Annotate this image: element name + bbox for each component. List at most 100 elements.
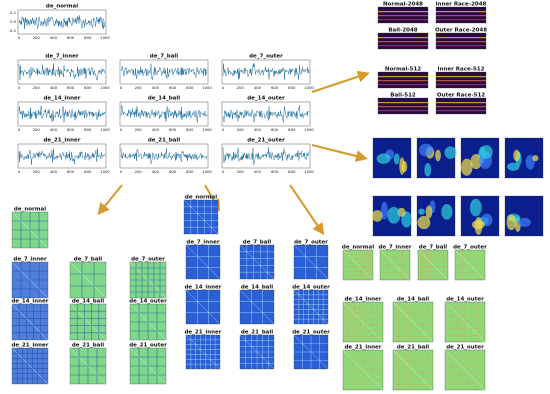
x-tick-label: 600 — [67, 127, 75, 132]
panel-title: de_7_outer — [453, 245, 487, 251]
diagonal — [129, 261, 167, 299]
panel-frame — [17, 9, 107, 35]
diagonal — [11, 261, 49, 299]
panel-title: de_14_outer — [129, 299, 167, 305]
diagonal — [185, 289, 221, 325]
blob — [371, 210, 383, 222]
diagonal — [293, 244, 329, 280]
x-tick-label: 400 — [254, 169, 262, 174]
panel-title: de_21_outer — [129, 343, 167, 349]
blob — [417, 215, 431, 230]
x-tick-label: 200 — [33, 85, 41, 90]
panel-title: de_7_outer — [131, 257, 165, 263]
x-tick-label: 800 — [84, 85, 92, 90]
x-tick-label: 400 — [50, 127, 58, 132]
x-tick-label: 1000 — [202, 169, 212, 174]
x-tick-label: 200 — [237, 85, 245, 90]
x-tick-label: 200 — [33, 169, 41, 174]
blob — [387, 206, 401, 224]
blob — [418, 143, 433, 157]
diagonal — [69, 303, 107, 341]
blob — [441, 204, 453, 220]
band — [436, 15, 486, 17]
panel-title: de_14_ball — [241, 285, 273, 291]
band — [436, 11, 486, 13]
panel-title: de_21_outer — [292, 330, 330, 336]
x-tick-label: 0 — [18, 127, 21, 132]
x-tick-label: 800 — [186, 85, 194, 90]
y-tick-label: 0.0 — [10, 19, 17, 24]
x-tick-label: 1000 — [100, 35, 110, 40]
band — [378, 110, 428, 112]
band — [378, 106, 428, 108]
x-tick-label: 400 — [254, 85, 262, 90]
panel-title: de_14_inner — [185, 285, 222, 291]
x-tick-label: 1000 — [202, 85, 212, 90]
panel-frame — [17, 59, 107, 85]
panel-title: de_21_outer — [446, 345, 484, 351]
blob — [424, 163, 432, 177]
y-tick-label: 0.2 — [10, 10, 17, 15]
x-tick-label: 1000 — [304, 85, 314, 90]
x-tick-label: 400 — [152, 127, 160, 132]
diagonal — [239, 289, 275, 325]
diagonal — [185, 244, 221, 280]
panel-title: de_21_ball — [241, 330, 273, 336]
diagonal — [293, 334, 329, 370]
waveform — [222, 105, 310, 123]
waveform — [18, 148, 106, 165]
diagonal — [239, 334, 275, 370]
panel-title: de_normal — [185, 195, 217, 201]
x-tick-label: 0 — [222, 169, 225, 174]
panel-title: de_normal — [342, 245, 374, 251]
x-tick-label: 600 — [67, 35, 75, 40]
x-tick-label: 1000 — [100, 127, 110, 132]
band — [378, 19, 428, 21]
x-tick-label: 800 — [186, 169, 194, 174]
band — [378, 84, 428, 86]
panel-title: de_normal — [46, 4, 78, 10]
panel-title: de_14_outer — [247, 96, 285, 102]
panel-title: de_14_ball — [397, 297, 429, 303]
panel-title: de_21_inner — [185, 330, 222, 336]
panel-frame — [119, 59, 209, 85]
waveform — [120, 105, 208, 123]
x-tick-label: 1000 — [100, 169, 110, 174]
diagonal — [239, 244, 275, 280]
x-tick-label: 600 — [67, 85, 75, 90]
band — [436, 19, 486, 21]
blob — [513, 149, 521, 162]
diagonal — [444, 301, 486, 343]
x-tick-label: 0 — [120, 169, 123, 174]
panel-title: de_21_ball — [397, 345, 429, 351]
waveform — [120, 63, 208, 80]
waveform — [222, 147, 310, 165]
blob — [506, 162, 520, 171]
panel-title: de_21_inner — [44, 138, 81, 144]
band — [436, 80, 486, 82]
panel-title: de_7_outer — [294, 240, 328, 246]
diagonal — [185, 334, 221, 370]
panel-title: de_7_inner — [378, 245, 411, 251]
x-tick-label: 200 — [33, 35, 41, 40]
panel-title: de_7_outer — [249, 54, 283, 60]
panel-title: de_14_inner — [345, 297, 382, 303]
x-tick-label: 600 — [67, 169, 75, 174]
x-tick-label: 0 — [18, 35, 21, 40]
panel-frame — [17, 101, 107, 127]
diagonal — [392, 349, 434, 391]
diagonal — [379, 249, 411, 281]
blob — [380, 201, 388, 220]
x-tick-label: 800 — [288, 85, 296, 90]
x-tick-label: 1000 — [100, 85, 110, 90]
band — [378, 37, 428, 39]
x-tick-label: 0 — [222, 127, 225, 132]
panel-title: de_normal — [14, 207, 46, 213]
waveform — [222, 63, 310, 80]
blob — [435, 149, 441, 162]
band — [378, 76, 428, 78]
band — [378, 11, 428, 13]
diagonal — [417, 249, 449, 281]
diagonal — [11, 211, 49, 249]
